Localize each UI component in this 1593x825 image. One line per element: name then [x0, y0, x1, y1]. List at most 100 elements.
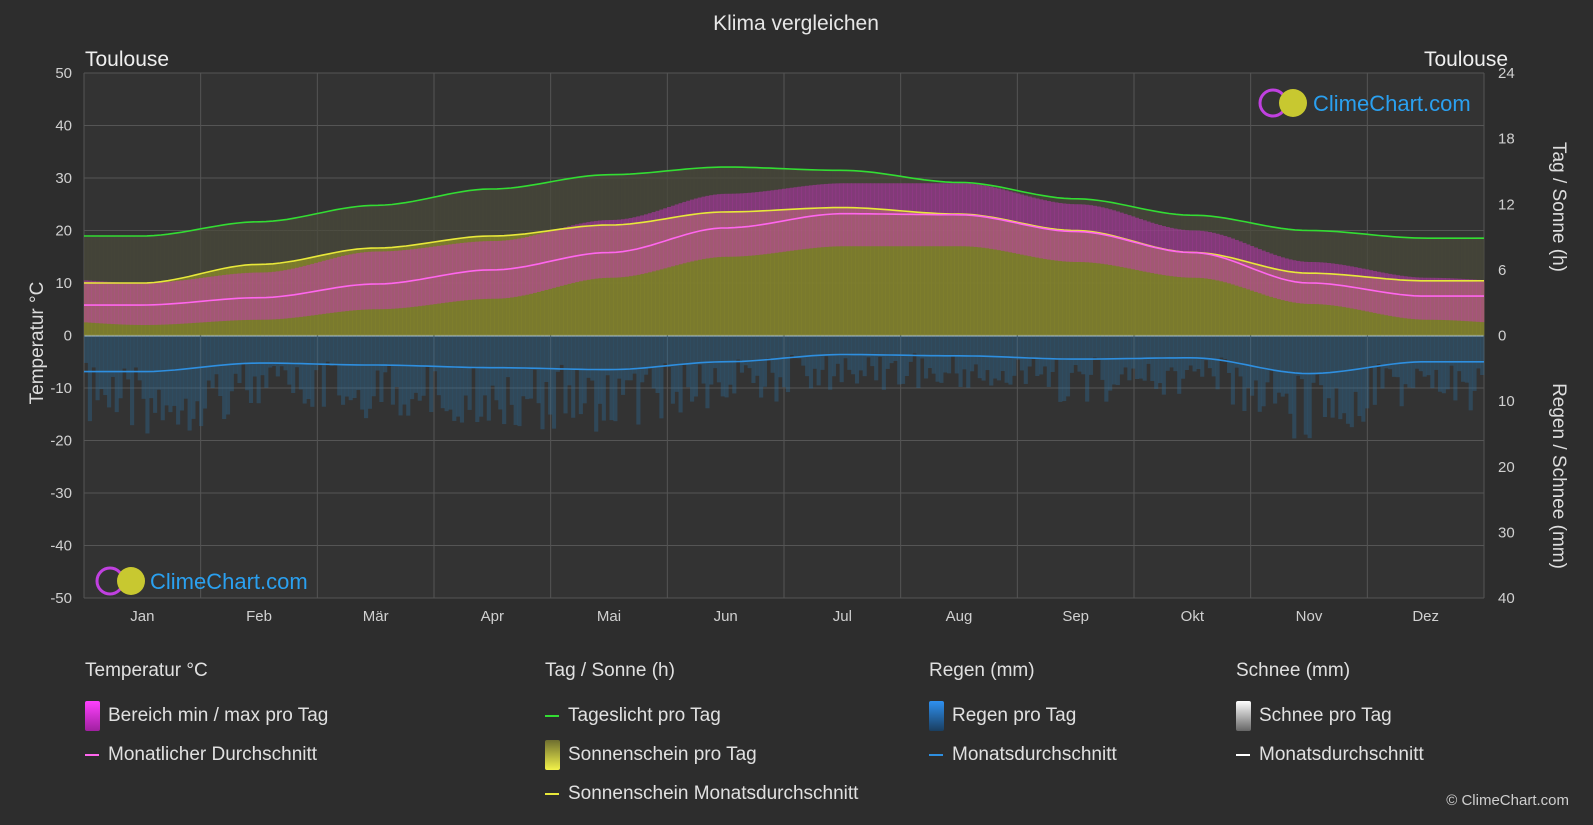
sunshine-day-bar: [1092, 231, 1097, 336]
series-lines: [84, 166, 1484, 375]
temp-range-day-bar: [1065, 203, 1071, 262]
sunshine-day-bar: [843, 207, 848, 336]
sunshine-day-bar: [1265, 266, 1270, 336]
temp-range-day-bar: [325, 259, 330, 314]
temp-range-day-bar: [1054, 202, 1059, 261]
temp-range-day-bar: [1384, 273, 1389, 316]
rain-day-bar: [521, 335, 526, 397]
sunshine-day-bar: [348, 250, 353, 336]
rain-day-bar: [1414, 335, 1420, 369]
temp-range-day-bar: [1108, 209, 1113, 265]
sunshine-day-bar: [755, 211, 760, 336]
temp-range-day-bar: [1142, 220, 1147, 272]
temp-range-day-bar: [1058, 202, 1063, 262]
rain-day-bar: [160, 335, 165, 421]
rain-day-bar: [973, 335, 978, 365]
rain-day-bar: [789, 335, 794, 356]
sunshine-day-bar: [1315, 273, 1320, 336]
rain-day-bar: [736, 335, 741, 360]
temp-range-day-bar: [1372, 270, 1377, 313]
rain-day-bar: [317, 335, 323, 366]
sunshine-day-bar: [751, 211, 756, 336]
sunshine-day-bar: [586, 226, 591, 336]
sunshine-day-bar: [1096, 232, 1101, 336]
temp-range-day-bar: [720, 193, 725, 257]
sunshine-day-bar: [720, 211, 725, 336]
rain-day-bar: [1138, 335, 1143, 379]
rain-day-bar: [348, 335, 353, 401]
rain-day-bar: [820, 335, 825, 370]
rain-day-bar: [1330, 335, 1335, 418]
temp-range-day-bar: [739, 193, 745, 257]
rain-day-bar: [1280, 335, 1285, 397]
temp-range-day-bar: [160, 282, 165, 325]
daylight-line: [84, 166, 1484, 239]
rain-day-bar: [402, 335, 407, 405]
rain-day-bar: [751, 335, 756, 384]
rain-day-bar: [674, 335, 679, 392]
rain-day-bar: [1016, 335, 1021, 360]
sunshine-day-bar: [1303, 273, 1308, 336]
rain-day-bar: [1238, 335, 1243, 377]
temp-range-day-bar: [1200, 230, 1205, 279]
rain-day-bar: [747, 335, 752, 369]
sunshine-day-bar: [1407, 280, 1412, 336]
sunshine-day-bar: [1349, 275, 1354, 336]
sunshine-day-bar: [298, 259, 303, 336]
rain-day-bar: [659, 335, 664, 419]
rain-day-bar: [797, 335, 802, 359]
temp-range-day-bar: [348, 254, 353, 311]
temp-range-day-bar: [133, 282, 138, 325]
sunshine-day-bar: [1441, 280, 1446, 336]
sunshine-day-bar: [716, 212, 722, 336]
sunshine-day-bar: [394, 247, 399, 336]
sunshine-day-bar: [225, 268, 231, 336]
rain-day-bar: [302, 335, 307, 404]
sunshine-day-bar: [294, 260, 300, 336]
rain-day-bar: [1050, 335, 1055, 372]
temp-range-day-bar: [176, 280, 181, 324]
sunshine-day-bar: [1384, 278, 1389, 336]
temp-range-day-bar: [413, 248, 418, 307]
rain-day-bar: [1357, 335, 1362, 417]
temp-range-day-bar: [1157, 225, 1163, 275]
sunshine-day-bar: [398, 246, 403, 336]
rain-day-bar: [1008, 335, 1013, 385]
rain-day-bar: [306, 335, 311, 400]
legend-item: Sonnenschein pro Tag: [545, 735, 858, 774]
rain-day-bar: [847, 335, 852, 370]
rain-day-bar: [340, 335, 346, 405]
rain-day-bar: [613, 335, 618, 422]
sunshine-day-bar: [287, 261, 292, 336]
sunshine-day-bar: [1242, 260, 1247, 336]
rain-day-bar: [456, 335, 461, 417]
temp-range-day-bar: [759, 191, 764, 255]
x-tick-label: Jan: [130, 608, 154, 625]
rain-day-bar: [1023, 335, 1028, 384]
temp-range-day-bar: [1073, 204, 1078, 262]
rain-day-bar: [84, 335, 89, 363]
sunshine-day-bar: [306, 258, 311, 336]
rain-day-bar: [686, 335, 691, 388]
temp-range-day-bar: [371, 251, 376, 310]
sunshine-day-bar: [1261, 265, 1266, 336]
rain-day-bar: [1418, 335, 1423, 372]
sunshine-day-bar: [601, 225, 606, 336]
sunshine-day-bar: [762, 210, 768, 336]
temp-avg-swatch: [85, 753, 99, 756]
sunshine-day-bar: [452, 239, 457, 336]
sunshine-day-bar: [605, 225, 610, 336]
sunshine-day-bar: [644, 222, 649, 336]
sunshine-day-bar: [851, 207, 856, 336]
rain-day-bar: [632, 335, 637, 374]
temp-range-day-bar: [1180, 229, 1186, 278]
sunshine-day-bar: [248, 264, 254, 336]
temp-range-day-bar: [774, 189, 779, 253]
sunshine-day-bar: [632, 223, 637, 336]
sunshine-day-bar: [252, 264, 257, 336]
rain-day-bar: [471, 335, 476, 368]
temp-range-day-bar: [122, 282, 127, 325]
brand-logo-bottom: ClimeChart.com: [95, 566, 308, 596]
rain-day-bar: [1472, 335, 1477, 391]
x-tick-label: Dez: [1412, 608, 1439, 625]
